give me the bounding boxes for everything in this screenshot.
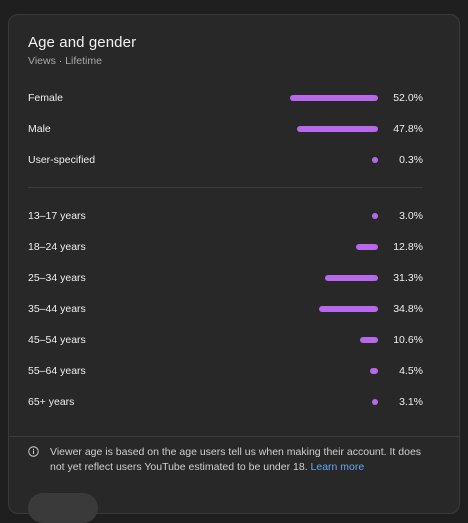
gender-label: User-specified <box>28 154 96 166</box>
gender-row: Male 47.8% <box>28 120 423 138</box>
footer-divider <box>9 436 459 437</box>
age-label: 13–17 years <box>28 210 86 222</box>
age-percent: 3.1% <box>399 396 423 408</box>
age-bar <box>324 275 378 281</box>
age-row: 13–17 years 3.0% <box>28 207 423 225</box>
age-percent: 31.3% <box>393 272 423 284</box>
age-percent: 12.8% <box>393 241 423 253</box>
gender-row: Female 52.0% <box>28 89 423 107</box>
age-percent: 4.5% <box>399 365 423 377</box>
card-title: Age and gender <box>28 34 137 51</box>
gender-percent: 52.0% <box>393 92 423 104</box>
age-row: 18–24 years 12.8% <box>28 238 423 256</box>
age-label: 65+ years <box>28 396 75 408</box>
age-label: 18–24 years <box>28 241 86 253</box>
age-bar <box>372 399 378 405</box>
age-percent: 10.6% <box>393 334 423 346</box>
gender-row: User-specified 0.3% <box>28 151 423 169</box>
gender-label: Female <box>28 92 64 104</box>
age-row: 45–54 years 10.6% <box>28 331 423 349</box>
gender-bar <box>372 157 378 163</box>
gender-percent: 47.8% <box>393 123 423 135</box>
age-gender-card: Age and gender Views · Lifetime Female 52… <box>8 14 460 523</box>
age-bar <box>356 244 378 250</box>
age-percent: 3.0% <box>399 210 423 222</box>
card-subtitle: Views · Lifetime <box>28 55 102 67</box>
age-row: 25–34 years 31.3% <box>28 269 423 287</box>
note-text: Viewer age is based on the age users tel… <box>50 445 430 475</box>
age-label: 25–34 years <box>28 272 86 284</box>
age-bar <box>359 337 378 343</box>
gender-bar <box>296 126 378 132</box>
gender-bar <box>289 95 378 101</box>
age-row: 55–64 years 4.5% <box>28 362 423 380</box>
age-label: 45–54 years <box>28 334 86 346</box>
note-body: Viewer age is based on the age users tel… <box>50 446 422 473</box>
section-divider <box>28 187 423 188</box>
gender-label: Male <box>28 123 51 135</box>
gender-percent: 0.3% <box>399 154 423 166</box>
age-row: 35–44 years 34.8% <box>28 300 423 318</box>
learn-more-link[interactable]: Learn more <box>310 461 365 473</box>
age-label: 55–64 years <box>28 365 86 377</box>
see-more-button[interactable] <box>28 493 98 523</box>
info-icon <box>28 446 39 457</box>
age-label: 35–44 years <box>28 303 86 315</box>
age-row: 65+ years 3.1% <box>28 393 423 411</box>
age-bar <box>318 306 378 312</box>
age-percent: 34.8% <box>393 303 423 315</box>
age-bar <box>370 368 378 374</box>
age-bar <box>372 213 378 219</box>
